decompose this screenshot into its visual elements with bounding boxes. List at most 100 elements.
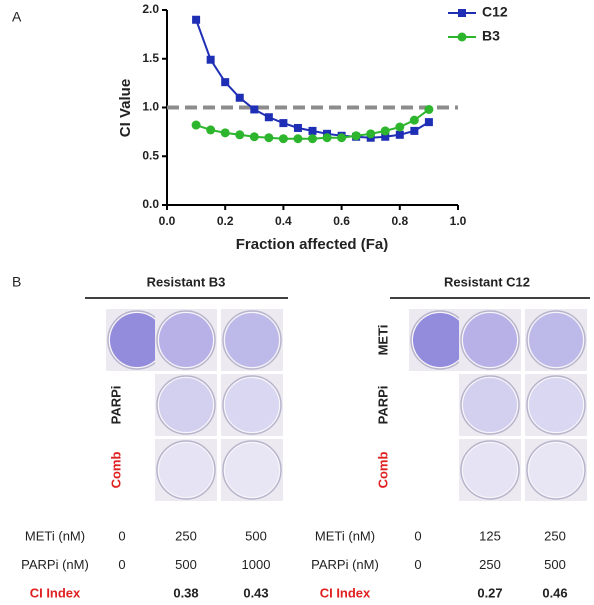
well-stain [159, 443, 213, 497]
well [156, 440, 216, 500]
x-axis-title: Fraction affected (Fa) [236, 236, 389, 253]
well-stain [159, 378, 213, 432]
data-point [206, 125, 216, 135]
data-point [395, 130, 404, 139]
legend-label: B3 [482, 28, 500, 44]
x-tick-label: 1.0 [450, 214, 467, 228]
x-tick-label: 0.0 [159, 214, 176, 228]
table-value: 125 [479, 528, 501, 543]
x-tick-label: 0.2 [217, 214, 234, 228]
well-stain [225, 378, 279, 432]
data-point [249, 132, 259, 142]
table-value: 250 [544, 528, 566, 543]
table-value: 500 [175, 557, 197, 572]
data-point [381, 132, 390, 141]
y-tick-label: 1.0 [142, 100, 159, 114]
table-label: PARPi (nM) [311, 557, 379, 572]
table-value: 0 [118, 528, 125, 543]
table-label: CI Index [30, 585, 81, 600]
data-point [220, 128, 230, 138]
well [156, 375, 216, 435]
row-label: Comb [108, 452, 123, 489]
data-point [192, 15, 201, 24]
well-stain [110, 313, 164, 367]
data-point [250, 105, 259, 114]
data-point [264, 113, 273, 122]
well-stain [225, 313, 279, 367]
table-value: 1000 [242, 557, 271, 572]
y-axis-title: CI Value [117, 79, 134, 137]
data-point [278, 134, 288, 144]
data-point [337, 133, 347, 143]
table-label: METi (nM) [25, 528, 85, 543]
well-stain [225, 443, 279, 497]
table-value: 250 [175, 528, 197, 543]
data-point [293, 123, 302, 132]
well [526, 375, 586, 435]
table-value: 250 [479, 557, 501, 572]
x-tick-label: 0.4 [275, 214, 292, 228]
well [526, 310, 586, 370]
well-stain [463, 443, 517, 497]
well [156, 310, 216, 370]
row-label: Comb [375, 452, 390, 489]
data-point [264, 133, 274, 143]
well [222, 440, 282, 500]
well-stain [463, 378, 517, 432]
table-value: 0.46 [542, 585, 567, 600]
data-point [366, 129, 376, 139]
table-value: 0 [118, 557, 125, 572]
well-stain [413, 313, 467, 367]
panel-label: A [12, 9, 22, 25]
y-tick-label: 0.5 [142, 148, 159, 162]
x-tick-label: 0.8 [391, 214, 408, 228]
panel-label: B [12, 274, 21, 290]
table-value: 500 [544, 557, 566, 572]
well [222, 375, 282, 435]
data-point [279, 119, 288, 128]
data-point [235, 130, 245, 140]
series-line [195, 19, 430, 139]
group-title: Resistant B3 [147, 274, 226, 289]
well [222, 310, 282, 370]
group-title: Resistant C12 [444, 274, 530, 289]
table-value: 0 [414, 557, 421, 572]
table-label: PARPi (nM) [21, 557, 89, 572]
data-point [424, 118, 433, 127]
table-value: 500 [245, 528, 267, 543]
well [526, 440, 586, 500]
row-label: METi [375, 325, 390, 356]
well-stain [529, 313, 583, 367]
row-label: PARPi [375, 386, 390, 425]
y-tick-label: 0.0 [142, 197, 159, 211]
well [460, 375, 520, 435]
well-stain [529, 443, 583, 497]
x-tick-label: 0.6 [333, 214, 350, 228]
data-point [322, 133, 332, 143]
data-point [351, 131, 361, 141]
table-value: 0.38 [173, 585, 198, 600]
y-tick-label: 2.0 [142, 2, 159, 16]
data-point [308, 126, 317, 135]
data-point [235, 93, 244, 102]
well-stain [463, 313, 517, 367]
data-point [293, 134, 303, 144]
data-point [380, 126, 390, 136]
data-point [424, 104, 434, 114]
data-point [206, 55, 215, 64]
well [460, 310, 520, 370]
table-label: METi (nM) [315, 528, 375, 543]
data-point [191, 120, 201, 130]
table-label: CI Index [320, 585, 371, 600]
well-stain [159, 313, 213, 367]
table-value: 0.27 [477, 585, 502, 600]
legend-label: C12 [482, 4, 508, 20]
well-stain [529, 378, 583, 432]
legend-marker [457, 32, 467, 42]
well [460, 440, 520, 500]
data-point [410, 126, 419, 135]
row-label: PARPi [108, 386, 123, 425]
data-point [395, 122, 405, 132]
